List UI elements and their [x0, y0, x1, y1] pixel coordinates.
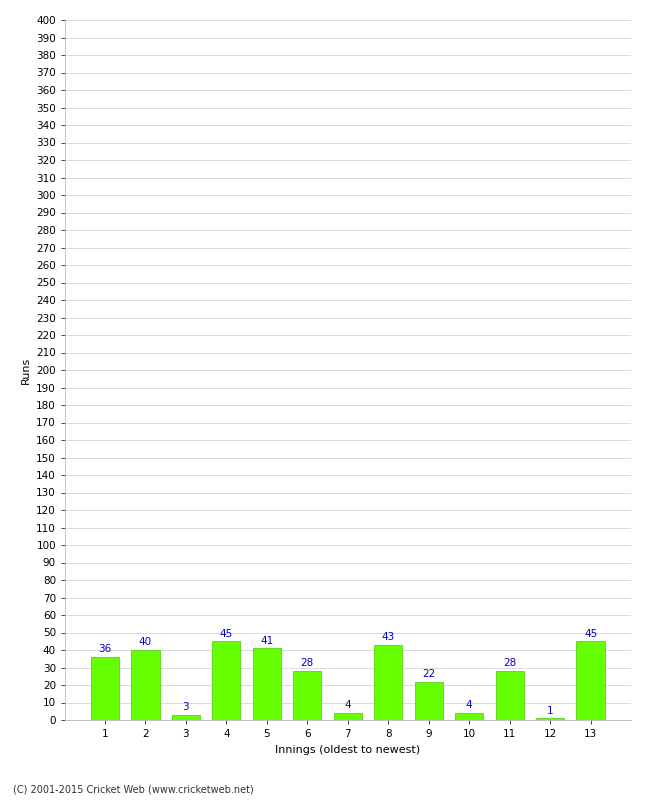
Bar	[212, 642, 240, 720]
Y-axis label: Runs: Runs	[21, 356, 31, 384]
Bar	[455, 713, 484, 720]
Text: 45: 45	[584, 629, 597, 638]
Text: 28: 28	[301, 658, 314, 668]
Text: 43: 43	[382, 632, 395, 642]
Bar	[333, 713, 362, 720]
Text: 4: 4	[466, 700, 473, 710]
Bar	[172, 714, 200, 720]
Text: 41: 41	[260, 636, 274, 646]
Bar	[577, 642, 604, 720]
Text: (C) 2001-2015 Cricket Web (www.cricketweb.net): (C) 2001-2015 Cricket Web (www.cricketwe…	[13, 784, 254, 794]
Bar	[293, 671, 322, 720]
Bar	[495, 671, 524, 720]
Text: 4: 4	[344, 700, 351, 710]
Bar	[253, 648, 281, 720]
X-axis label: Innings (oldest to newest): Innings (oldest to newest)	[275, 745, 421, 754]
Bar	[131, 650, 159, 720]
Text: 40: 40	[139, 638, 152, 647]
Text: 22: 22	[422, 669, 436, 679]
Text: 3: 3	[183, 702, 189, 712]
Bar	[91, 657, 119, 720]
Bar	[536, 718, 564, 720]
Text: 28: 28	[503, 658, 516, 668]
Text: 36: 36	[98, 644, 112, 654]
Bar	[374, 645, 402, 720]
Bar	[415, 682, 443, 720]
Text: 1: 1	[547, 706, 553, 716]
Text: 45: 45	[220, 629, 233, 638]
